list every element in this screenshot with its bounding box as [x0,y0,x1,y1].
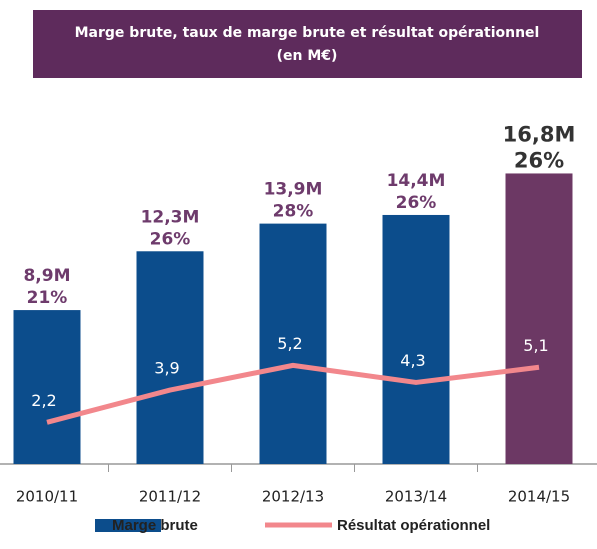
bar-rate-label: 21% [27,288,68,308]
line-value-label: 3,9 [154,359,179,378]
legend-swatch [95,519,161,532]
line [46,362,540,425]
bar-value-label: 13,9M [264,180,323,200]
bar-value-label: 8,9M [23,266,70,286]
bar-rate-label: 26% [396,193,437,213]
legend-label: Marge brute [112,517,198,534]
bar [259,223,327,464]
bar [505,173,573,465]
bar-rate-label: 28% [273,202,314,222]
chart-title: Marge brute, taux de marge brute et résu… [75,25,540,41]
bar-value-label: 14,4M [387,171,446,191]
line-value-label: 5,2 [277,334,302,353]
bar-rate-label: 26% [514,148,564,172]
bar-rate-label: 26% [150,229,191,249]
legend-label: Résultat opérationnel [337,517,490,534]
x-tick-label: 2014/15 [508,488,570,506]
x-tick-label: 2010/11 [16,488,78,506]
bar [13,310,81,464]
x-tick-label: 2013/14 [385,488,447,506]
line-value-label: 5,1 [523,336,548,355]
bar [136,251,204,464]
line-value-label: 4,3 [400,351,425,370]
title-box [33,10,582,78]
chart-title: (en M€) [277,48,338,64]
x-tick-label: 2011/12 [139,488,201,506]
bar [382,214,450,464]
bar-value-label: 12,3M [141,207,200,227]
x-tick-label: 2012/13 [262,488,324,506]
line-value-label: 2,2 [31,391,56,410]
bar-value-label: 16,8M [503,122,576,146]
